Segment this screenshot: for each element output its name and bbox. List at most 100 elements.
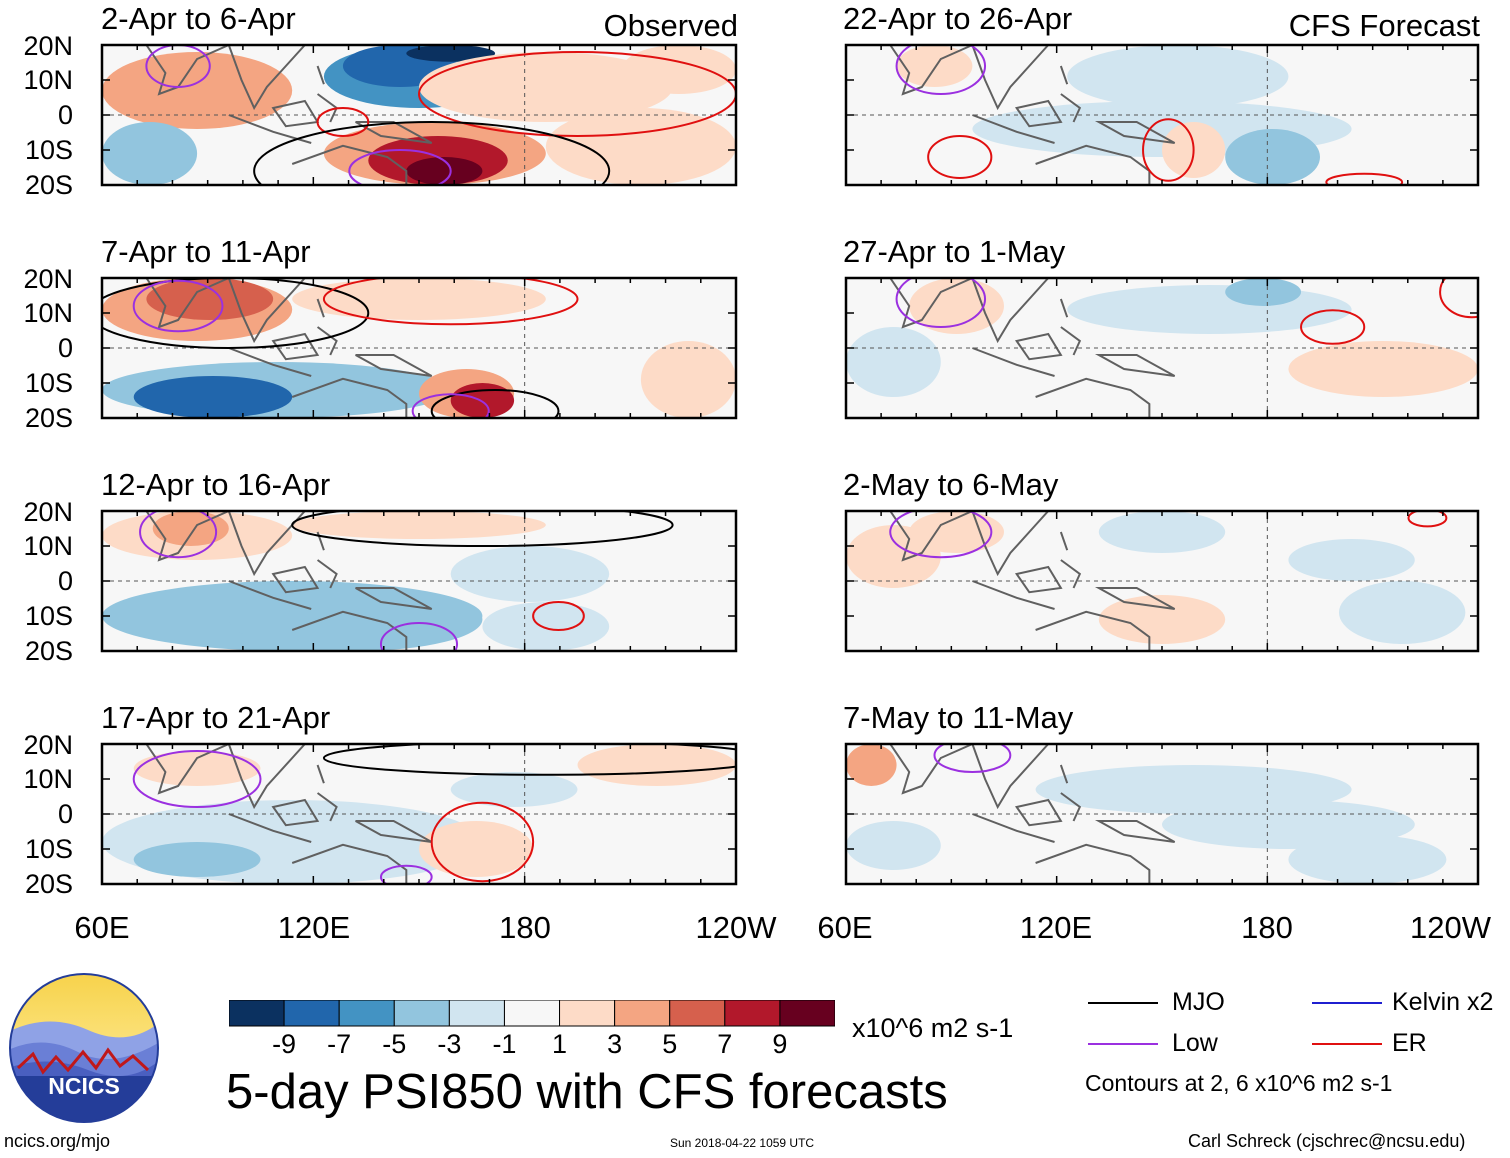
wave-contour xyxy=(933,744,1012,773)
colorbar-swatch xyxy=(229,1000,285,1027)
anomaly-shading xyxy=(419,821,534,877)
wave-contour xyxy=(253,121,611,185)
panel-title-obs-1: 2-Apr to 6-Apr xyxy=(101,1,296,36)
lat-label-0-row1: 0 xyxy=(57,100,73,130)
anomaly-shading xyxy=(406,157,483,185)
lon-label-120w-left: 120W xyxy=(695,910,777,945)
wave-contour xyxy=(322,744,736,776)
anomaly-shading xyxy=(640,341,736,418)
wave-contour xyxy=(132,750,262,808)
lat-label-20n-row3: 20N xyxy=(23,497,73,527)
lon-label-60e-left: 60E xyxy=(74,910,130,945)
lat-label-20s-row2: 20S xyxy=(24,403,73,433)
colorbar-label: -5 xyxy=(382,1029,407,1059)
lat-label-20s-row4: 20S xyxy=(24,869,73,899)
wave-contour xyxy=(145,45,211,88)
lon-label-180-right: 180 xyxy=(1241,910,1293,945)
lat-label-10s-row1: 10S xyxy=(24,135,73,165)
lon-label-120e-right: 120E xyxy=(1019,910,1093,945)
anomaly-shading xyxy=(846,327,941,397)
wave-contour xyxy=(411,393,490,418)
colorbar xyxy=(229,1000,835,1027)
lat-label-0-row3: 0 xyxy=(57,566,73,596)
forecast-map-panel-1 xyxy=(844,43,1480,187)
anomaly-shading xyxy=(406,45,496,62)
anomaly-shading xyxy=(621,45,736,94)
anomaly-shading xyxy=(228,588,483,651)
wave-contour xyxy=(132,279,224,333)
forecast-map-panel-3 xyxy=(844,509,1480,653)
panel-title-fc-3: 2-May to 6-May xyxy=(843,467,1059,502)
anomaly-shading xyxy=(846,821,941,870)
footer-url: ncics.org/mjo xyxy=(4,1131,111,1151)
anomaly-shading xyxy=(545,108,736,185)
wave-contour xyxy=(1300,309,1366,345)
anomaly-shading xyxy=(1225,278,1302,306)
colorbar-swatch xyxy=(393,1000,450,1027)
wave-contour xyxy=(379,622,459,651)
wave-contour xyxy=(348,149,452,185)
colorbar-label: 1 xyxy=(552,1029,568,1059)
anomaly-shading xyxy=(450,772,578,807)
wave-contour xyxy=(895,45,987,95)
forecast-map-panel-2 xyxy=(844,276,1480,420)
lat-label-10n-row3: 10N xyxy=(23,531,73,561)
anomaly-shading xyxy=(846,744,897,786)
cfs-forecast-label: CFS Forecast xyxy=(1288,8,1480,43)
anomaly-shading xyxy=(1067,45,1289,108)
coastline xyxy=(889,744,1176,884)
lon-label-120e-left: 120E xyxy=(277,910,351,945)
colorbar-swatch xyxy=(338,1000,395,1027)
colorbar-label: 3 xyxy=(607,1029,623,1059)
wave-contour xyxy=(532,601,585,631)
anomaly-shading xyxy=(909,511,1004,553)
anomaly-shading xyxy=(909,278,1004,334)
panel-title-obs-4: 17-Apr to 21-Apr xyxy=(101,700,331,735)
lat-label-10s-row4: 10S xyxy=(24,834,73,864)
wave-contour xyxy=(418,51,736,137)
panel-title-fc-4: 7-May to 11-May xyxy=(843,700,1074,735)
legend-kelvin-line xyxy=(1312,1002,1382,1004)
anomaly-shading xyxy=(1288,835,1447,884)
legend-mjo-label: MJO xyxy=(1172,988,1225,1016)
wave-contour xyxy=(316,107,370,137)
legend-contour-note: Contours at 2, 6 x10^6 m2 s-1 xyxy=(1085,1070,1393,1096)
wave-contour xyxy=(139,511,218,559)
legend-er-label: ER xyxy=(1392,1029,1427,1057)
coastline xyxy=(889,45,1176,185)
panel-title-obs-2: 7-Apr to 11-Apr xyxy=(101,234,311,269)
colorbar-swatch xyxy=(614,1000,671,1027)
observed-map-panel-4 xyxy=(100,742,738,886)
wave-contour xyxy=(895,278,987,328)
colorbar-label: -9 xyxy=(272,1029,297,1059)
wave-contour xyxy=(1142,118,1195,182)
anomaly-shading xyxy=(450,546,610,602)
lat-label-20n-row1: 20N xyxy=(23,31,73,61)
observed-label: Observed xyxy=(603,8,738,43)
anomaly-shading xyxy=(133,751,261,786)
lat-label-10s-row3: 10S xyxy=(24,601,73,631)
lat-label-0-row4: 0 xyxy=(57,799,73,829)
main-title: 5-day PSI850 with CFS forecasts xyxy=(226,1065,948,1119)
legend-low-label: Low xyxy=(1172,1029,1218,1057)
colorbar-label: -7 xyxy=(327,1029,352,1059)
coastline xyxy=(889,511,1176,651)
colorbar-swatch xyxy=(448,1000,505,1027)
anomaly-shading xyxy=(419,52,673,122)
anomaly-shading xyxy=(292,278,546,320)
lon-label-120w-right: 120W xyxy=(1410,910,1491,945)
footer-author: Carl Schreck (cjschrec@ncsu.edu) xyxy=(1188,1131,1466,1151)
colorbar-label: -1 xyxy=(492,1029,517,1059)
colorbar-swatch xyxy=(503,1000,561,1027)
wave-contour xyxy=(430,389,560,418)
colorbar-swatch xyxy=(283,1000,340,1027)
lat-label-20s-row1: 20S xyxy=(24,170,73,200)
observed-map-panel-2 xyxy=(100,276,738,420)
anomaly-shading xyxy=(1288,341,1478,397)
colorbar-label: 9 xyxy=(772,1029,788,1059)
anomaly-shading xyxy=(102,122,198,185)
colorbar-label: 5 xyxy=(662,1029,678,1059)
panel-title-fc-1: 22-Apr to 26-Apr xyxy=(843,1,1073,36)
lat-label-10n-row2: 10N xyxy=(23,298,73,328)
wave-contour xyxy=(430,801,535,883)
